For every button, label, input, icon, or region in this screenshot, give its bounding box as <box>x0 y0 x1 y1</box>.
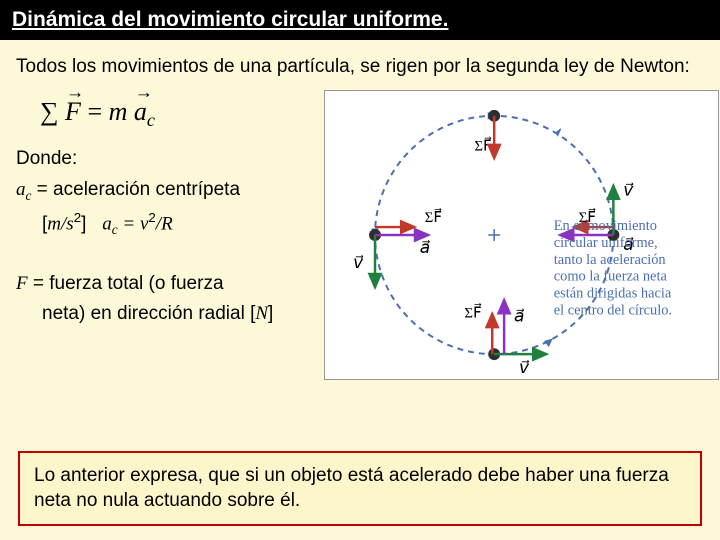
diagram-text: En el movimiento circular uniforme, tant… <box>554 218 675 318</box>
donde-label: Donde: <box>16 146 316 173</box>
svg-text:v⃗: v⃗ <box>519 358 530 377</box>
conclusion-text: Lo anterior expresa, que si un objeto es… <box>34 465 669 512</box>
svg-text:ΣF⃗: ΣF⃗ <box>474 136 491 155</box>
svg-text:v⃗: v⃗ <box>353 253 364 272</box>
slide-title: Dinámica del movimiento circular uniform… <box>12 8 448 31</box>
sigma-symbol: ∑ <box>40 97 59 126</box>
slide: Dinámica del movimiento circular uniform… <box>0 0 720 540</box>
conclusion-callout: Lo anterior expresa, que si un objeto es… <box>18 451 702 526</box>
svg-text:a⃗: a⃗ <box>420 238 431 257</box>
svg-text:ΣF⃗: ΣF⃗ <box>464 303 481 322</box>
ac-definition: ac = aceleración centrípeta <box>16 177 316 205</box>
intro-text: Todos los movimientos de una partícula, … <box>16 54 696 80</box>
svg-text:a⃗: a⃗ <box>514 307 525 326</box>
two-columns: Donde: ac = aceleración centrípeta [m/s2… <box>16 146 704 406</box>
svg-text:v⃗: v⃗ <box>623 181 634 200</box>
svg-text:ΣF⃗: ΣF⃗ <box>425 208 442 227</box>
diagram-column: v⃗ a⃗ ΣF⃗ v⃗ a⃗ ΣF⃗ v⃗ <box>334 146 704 406</box>
f-definition-line2: neta) en dirección radial [N] <box>16 301 316 328</box>
slide-body: Todos los movimientos de una partícula, … <box>0 40 720 414</box>
f-definition-line1: F = fuerza total (o fuerza <box>16 271 316 298</box>
circular-motion-diagram: v⃗ a⃗ ΣF⃗ v⃗ a⃗ ΣF⃗ v⃗ <box>324 90 719 380</box>
definitions-column: Donde: ac = aceleración centrípeta [m/s2… <box>16 146 316 332</box>
title-bar: Dinámica del movimiento circular uniform… <box>0 0 720 40</box>
ac-units-formula: [m/s2] ac = v2/R <box>16 209 316 240</box>
